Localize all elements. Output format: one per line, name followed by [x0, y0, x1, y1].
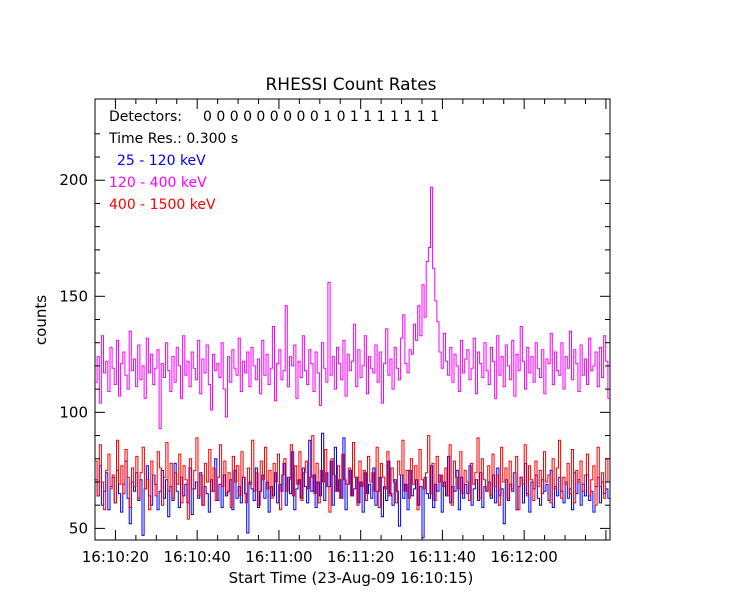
series-line-2	[95, 435, 610, 520]
legend-item: 25 - 120 keV	[117, 153, 206, 169]
x-tick-label: 16:10:20	[82, 548, 149, 566]
y-axis: 50 100 150 200	[59, 133, 610, 537]
legend-item: 400 - 1500 keV	[109, 197, 216, 213]
y-tick-label: 200	[59, 171, 88, 189]
x-tick-label: 16:11:20	[327, 548, 394, 566]
chart-title: RHESSI Count Rates	[265, 75, 436, 95]
x-tick-label: 16:10:40	[163, 548, 230, 566]
y-axis-label: counts	[32, 295, 50, 345]
detectors-flags: 0 0 0 0 0 0 0 0 0 1 0 1 1 1 1 1 1 1	[203, 109, 439, 125]
legend-item: 120 - 400 keV	[109, 175, 207, 191]
y-tick-label: 150	[59, 287, 88, 305]
plot-area	[95, 186, 610, 539]
x-axis-label: Start Time (23-Aug-09 16:10:15)	[229, 569, 474, 587]
time-resolution: Time Res.: 0.300 s	[108, 131, 238, 147]
x-tick-label: 16:11:40	[409, 548, 476, 566]
annotation-block: Detectors: 0 0 0 0 0 0 0 0 0 1 0 1 1 1 1…	[108, 109, 439, 147]
detectors-label: Detectors:	[109, 109, 182, 125]
series-layer	[95, 186, 610, 539]
y-tick-label: 100	[59, 403, 88, 421]
y-tick-label: 50	[69, 519, 88, 537]
x-axis: 16:10:20 16:10:40 16:11:00 16:11:20 16:11:40…	[82, 99, 607, 566]
legend: 25 - 120 keV 120 - 400 keV 400 - 1500 keV	[109, 153, 216, 213]
series-line-1	[95, 186, 610, 430]
x-tick-label: 16:12:00	[490, 548, 557, 566]
x-tick-label: 16:11:00	[245, 548, 312, 566]
